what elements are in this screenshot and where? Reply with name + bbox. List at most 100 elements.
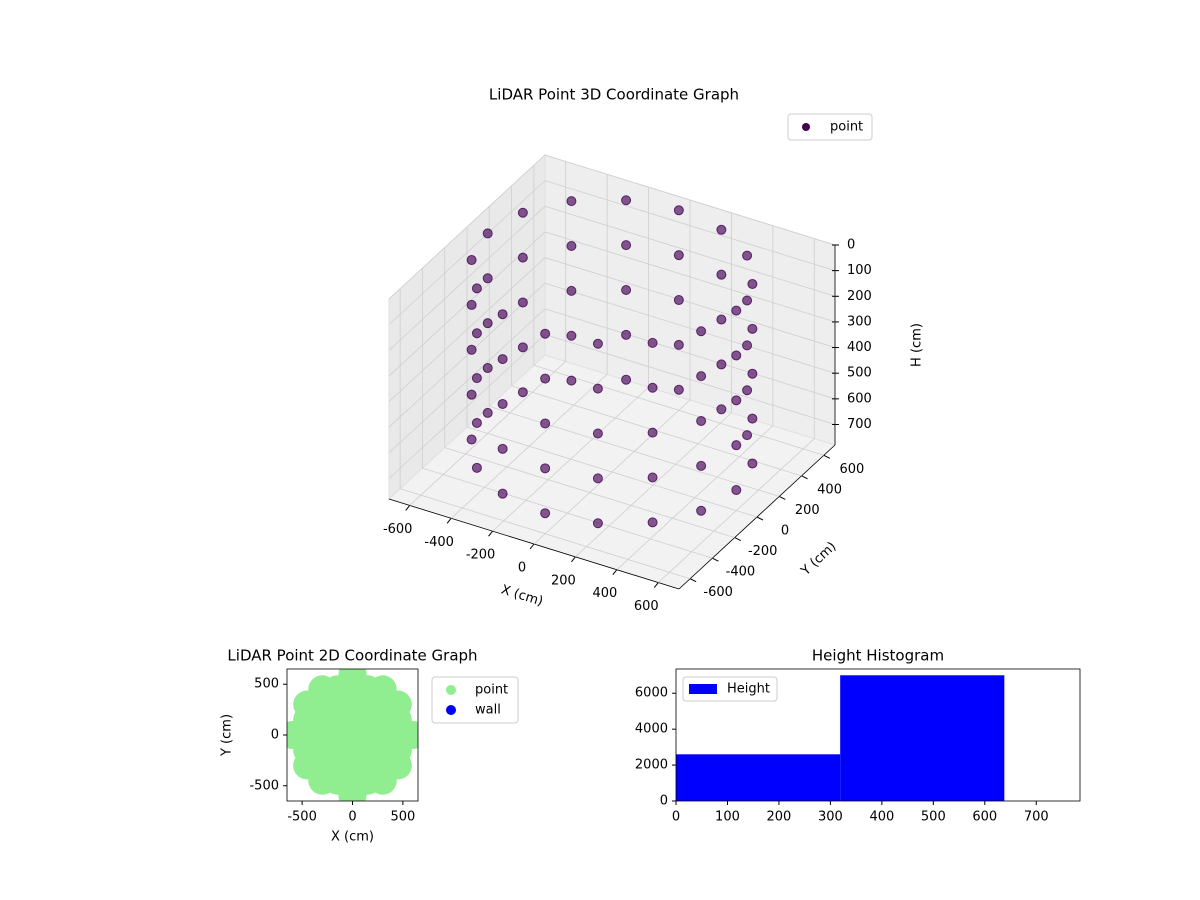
z-tick-label: 500	[847, 366, 872, 381]
grid-line	[489, 406, 780, 497]
point	[731, 440, 742, 451]
point	[471, 417, 482, 428]
grid-line	[544, 180, 836, 272]
z-tick-label: 600	[847, 391, 872, 406]
point	[696, 460, 707, 471]
point	[540, 373, 551, 384]
y-tick-label: -200	[748, 544, 778, 559]
point	[592, 338, 603, 349]
grid-line	[388, 180, 546, 325]
point	[716, 404, 727, 415]
point	[482, 318, 493, 329]
point	[466, 255, 477, 266]
y-tick-label: -500	[249, 778, 279, 793]
point	[716, 314, 727, 325]
bar	[840, 675, 1005, 801]
point	[673, 205, 684, 216]
z-tick-label: 200	[847, 289, 872, 304]
z-tick-label: 300	[847, 314, 872, 329]
point	[592, 473, 603, 484]
point	[517, 342, 528, 353]
grid-line	[388, 282, 546, 428]
grid-line	[422, 467, 713, 559]
point	[742, 295, 753, 306]
grid-line	[544, 231, 836, 323]
grid-line	[388, 257, 546, 402]
grid-line	[533, 364, 824, 456]
point	[647, 382, 658, 393]
x-tick-label: 0	[672, 810, 680, 825]
axes-frame	[675, 668, 1081, 802]
point	[383, 690, 412, 719]
point	[517, 387, 528, 398]
y-tick-label: 600	[839, 462, 864, 477]
x-tick	[405, 505, 411, 511]
x-tick-label: 200	[551, 573, 576, 588]
point	[540, 328, 551, 339]
point	[471, 328, 482, 339]
x-tick	[529, 543, 535, 550]
point	[747, 368, 758, 379]
point	[517, 252, 528, 263]
point	[696, 505, 707, 516]
x-tick	[488, 530, 493, 537]
z-tick-label: 0	[847, 238, 855, 253]
point	[566, 375, 577, 386]
grid-line	[444, 447, 735, 538]
grid-line	[544, 308, 836, 400]
x-tick-label: 0	[348, 810, 356, 825]
point	[647, 472, 658, 483]
chart-title: LiDAR Point 3D Coordinate Graph	[489, 86, 739, 104]
legend-label: point	[830, 120, 863, 135]
point	[540, 463, 551, 474]
point	[647, 427, 658, 438]
legend-marker	[446, 705, 456, 715]
point	[466, 389, 477, 400]
point	[621, 374, 632, 385]
point	[482, 228, 493, 239]
x-tick	[446, 517, 452, 524]
point	[731, 395, 742, 406]
x-tick	[571, 556, 576, 563]
point	[731, 350, 742, 361]
x-tick-label: -200	[466, 548, 496, 563]
point	[747, 278, 758, 289]
y-tick-label: 0	[271, 728, 279, 743]
point	[566, 241, 577, 252]
point	[742, 340, 753, 351]
grid-line	[388, 205, 546, 351]
y-tick-label: 4000	[635, 722, 668, 737]
y-tick-label: 6000	[635, 686, 668, 701]
z-tick-label: 100	[847, 263, 872, 278]
grid-line	[544, 257, 836, 348]
point	[497, 488, 508, 499]
z-tick-label: 700	[847, 417, 872, 432]
x-tick-label: 300	[818, 810, 843, 825]
x-tick-label: 400	[869, 810, 894, 825]
plot-area	[287, 669, 418, 801]
grid-line	[544, 205, 836, 297]
x-tick-label: 600	[634, 599, 659, 614]
y-tick-label: 400	[817, 482, 842, 497]
legend-box	[682, 676, 778, 702]
point	[497, 354, 508, 365]
point	[517, 297, 528, 308]
x-tick-label: 500	[921, 810, 946, 825]
chart-title: LiDAR Point 2D Coordinate Graph	[227, 647, 477, 665]
x-tick-label: 0	[518, 561, 526, 576]
point	[497, 398, 508, 409]
grid-line	[388, 334, 546, 479]
point	[621, 195, 632, 206]
grid-line	[544, 334, 836, 425]
x-tick-label: -600	[383, 522, 413, 537]
y-tick-label: 2000	[635, 758, 668, 773]
point	[471, 283, 482, 294]
x-tick-label: 200	[767, 810, 792, 825]
point	[696, 326, 707, 337]
point	[673, 250, 684, 261]
point	[398, 721, 418, 749]
x-tick-label: -400	[424, 535, 454, 550]
grid-line	[466, 426, 758, 518]
y-axis-label: Y (cm)	[220, 714, 235, 757]
